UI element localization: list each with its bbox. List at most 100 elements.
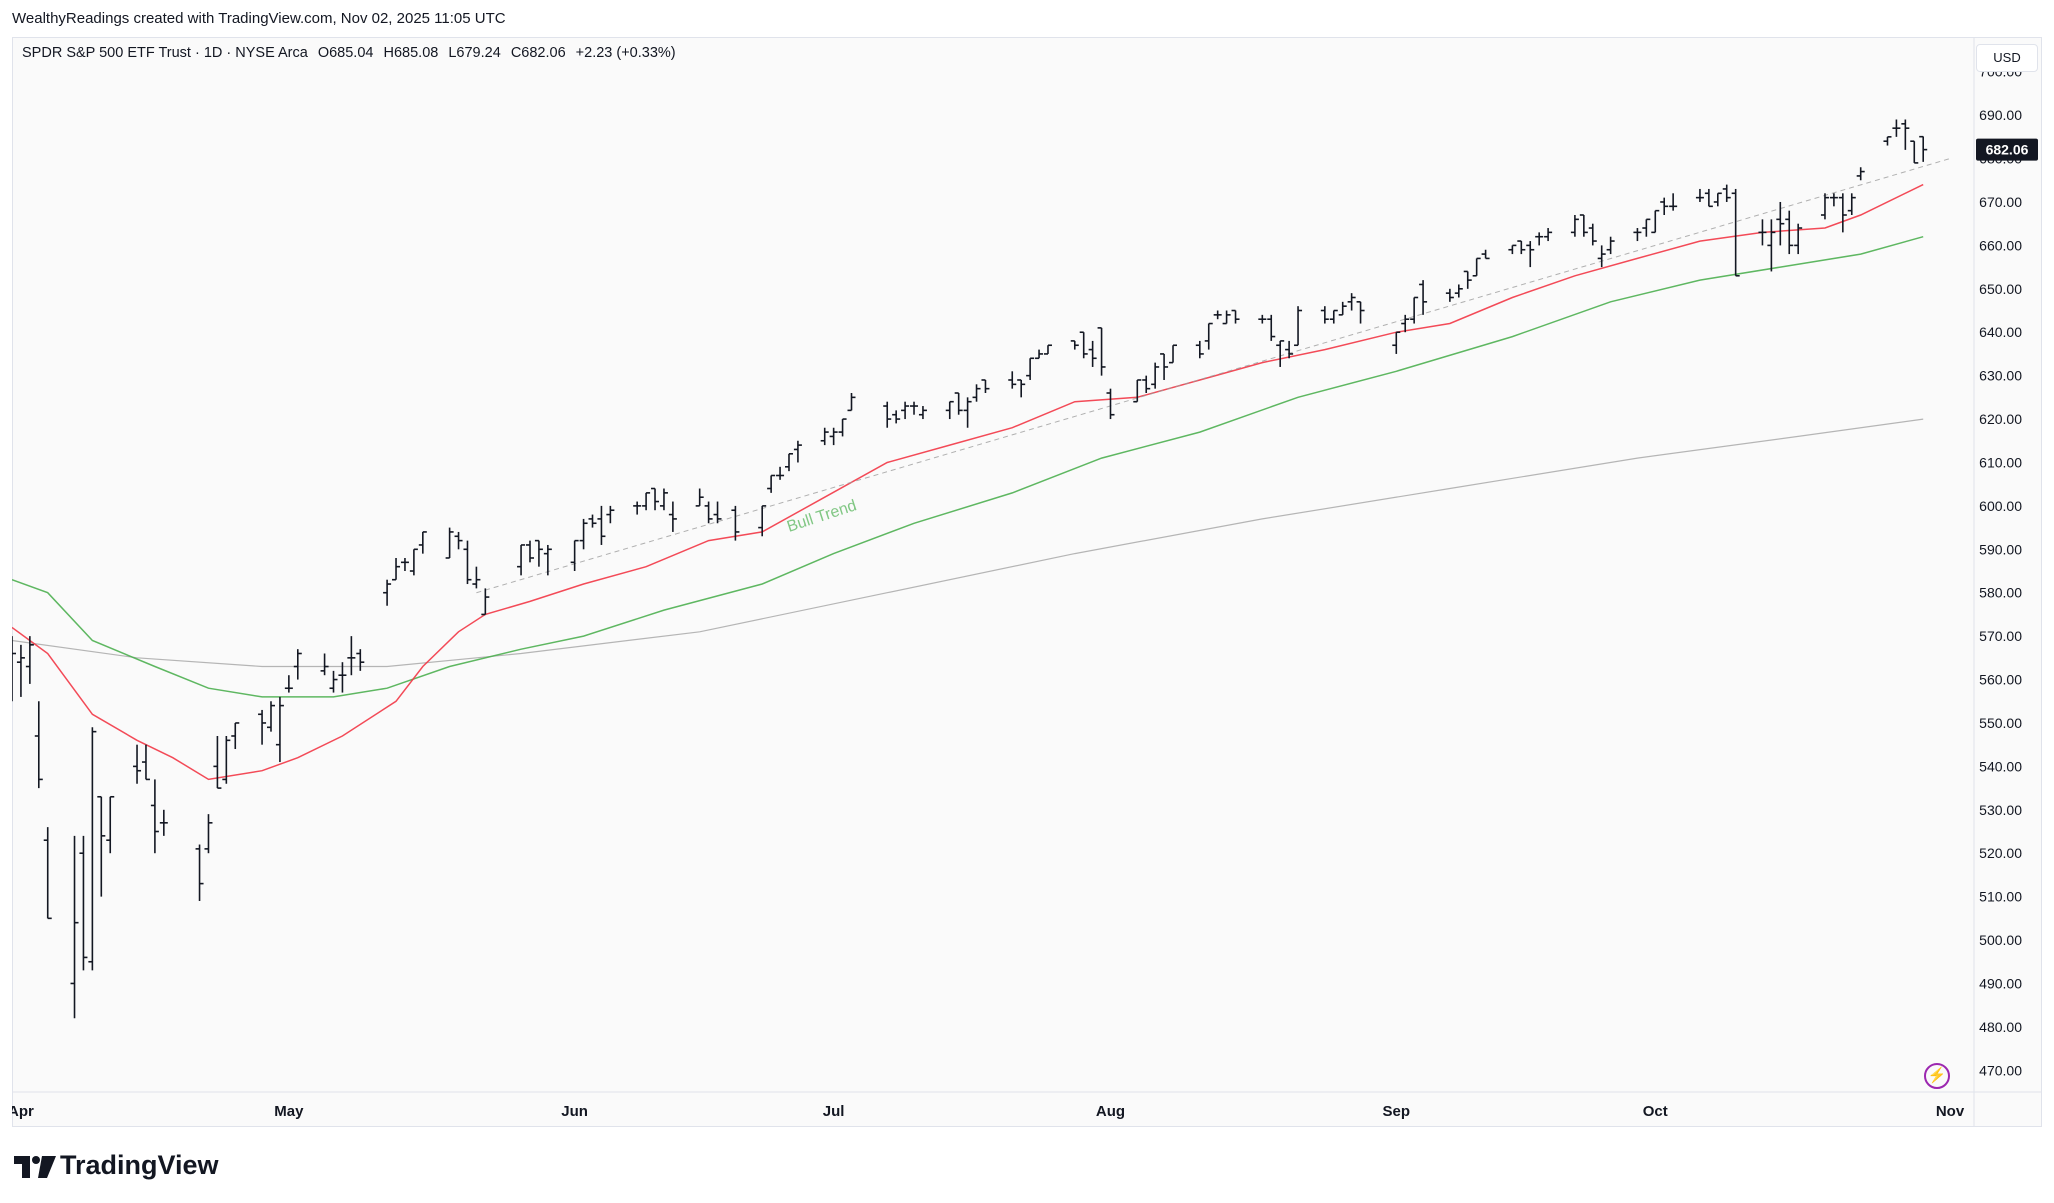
low-value: L679.24	[448, 45, 501, 61]
ohlc-bar	[159, 809, 168, 836]
moving-average-line	[12, 183, 1924, 781]
attribution-text: WealthyReadings created with TradingView…	[12, 10, 506, 27]
ohlc-bar	[258, 709, 267, 745]
ohlc-bar	[1633, 228, 1642, 242]
ohlc-bar	[1285, 340, 1294, 359]
tradingview-logo-icon	[14, 1156, 56, 1178]
ohlc-bar	[972, 384, 981, 402]
ohlc-bar	[481, 588, 490, 616]
ohlc-bar	[1892, 119, 1901, 137]
currency-button[interactable]: USD	[1976, 44, 2038, 72]
y-tick-label: 670.00	[1979, 194, 2022, 210]
ohlc-bar	[1017, 379, 1026, 398]
ohlc-bar	[1472, 257, 1481, 277]
ohlc-bar	[1008, 371, 1017, 389]
ohlc-bar	[1338, 301, 1347, 316]
lightning-icon[interactable]: ⚡	[1924, 1063, 1950, 1089]
ohlc-bar	[1838, 193, 1847, 233]
ohlc-bar	[1847, 193, 1856, 216]
ohlc-bar	[1901, 119, 1910, 150]
ohlc-bar	[79, 835, 88, 971]
ohlc-bar	[204, 814, 213, 854]
ohlc-bar	[1526, 241, 1535, 268]
y-tick-label: 660.00	[1979, 237, 2022, 253]
ohlc-bar	[606, 505, 615, 524]
ohlc-bar	[231, 722, 240, 750]
last-price-label: 682.06	[1986, 142, 2029, 158]
ohlc-bar	[1535, 232, 1544, 246]
ohlc-bar	[1544, 228, 1553, 242]
ohlc-bar	[642, 492, 651, 511]
ohlc-bar	[1151, 362, 1160, 389]
x-tick-label: May	[274, 1103, 304, 1120]
ohlc-bar	[731, 505, 740, 541]
ohlc-bar	[1320, 306, 1329, 324]
y-tick-label: 530.00	[1979, 802, 2022, 818]
ohlc-bar	[918, 406, 927, 420]
ohlc-bar	[954, 392, 963, 415]
moving-average-line	[12, 418, 1924, 668]
ohlc-bar	[767, 474, 776, 493]
ohlc-bar	[1276, 340, 1285, 367]
ohlc-bar	[1829, 193, 1838, 207]
ohlc-bar	[1088, 340, 1097, 367]
ohlc-bar	[133, 744, 142, 784]
ohlc-bar	[1508, 244, 1517, 255]
y-tick-label: 490.00	[1979, 975, 2022, 991]
ohlc-bar	[525, 540, 534, 563]
ohlc-bar	[1195, 340, 1204, 359]
y-tick-label: 690.00	[1979, 107, 2022, 123]
price-chart[interactable]: Bull Trend 470.00 480.00 490.00 500.00 510.0…	[12, 37, 2042, 1127]
ohlc-bar	[1856, 167, 1865, 181]
ohlc-bar	[1454, 284, 1463, 298]
ohlc-bar	[579, 518, 588, 550]
ohlc-bar	[338, 662, 347, 693]
ohlc-bar	[838, 418, 847, 437]
ohlc-bar	[910, 401, 919, 415]
ohlc-bar	[820, 427, 829, 446]
high-value: H685.08	[383, 45, 439, 61]
ema-fast-layer	[12, 183, 1924, 781]
ohlc-bar	[1026, 357, 1035, 380]
ohlc-bar	[758, 505, 767, 537]
ohlc-bars-layer	[12, 119, 1928, 1019]
ohlc-bar	[1392, 331, 1401, 354]
ohlc-bar	[1231, 309, 1240, 324]
y-tick-label: 510.00	[1979, 889, 2022, 905]
ohlc-bar	[543, 544, 552, 576]
ohlc-bar	[1642, 218, 1651, 237]
chart-frame[interactable]	[12, 37, 2042, 1127]
y-tick-label: 610.00	[1979, 454, 2022, 470]
ohlc-bar	[16, 644, 25, 697]
y-tick-label: 640.00	[1979, 324, 2022, 340]
symbol-legend: SPDR S&P 500 ETF Trust · 1D · NYSE Arca …	[22, 45, 682, 61]
ohlc-bar	[1758, 219, 1767, 246]
ohlc-bar	[1517, 240, 1526, 255]
ohlc-bar	[1669, 193, 1678, 211]
ohlc-bar	[472, 566, 481, 589]
ohlc-bar	[570, 539, 579, 572]
open-value: O685.04	[317, 45, 374, 61]
ohlc-bar	[1169, 344, 1178, 364]
x-tick-label: Aug	[1096, 1103, 1125, 1120]
moving-average-line	[12, 235, 1924, 698]
y-tick-label: 630.00	[1979, 368, 2022, 384]
ohlc-bar	[409, 548, 418, 576]
ohlc-bar	[883, 401, 892, 428]
ohlc-bar	[1579, 214, 1588, 237]
ohlc-bar	[1419, 280, 1428, 315]
ohlc-bar	[901, 401, 910, 420]
ohlc-bar	[1722, 184, 1731, 202]
ohlc-bar	[1910, 140, 1919, 164]
ohlc-bar	[784, 452, 793, 472]
ohlc-bar	[1106, 388, 1115, 420]
ohlc-bar	[1222, 310, 1231, 325]
ohlc-bar	[1463, 270, 1472, 289]
ohlc-bar	[70, 835, 79, 1019]
brand-name: TradingView	[60, 1150, 219, 1180]
ohlc-bar	[1704, 188, 1713, 208]
x-tick-label: Nov	[1936, 1103, 1965, 1120]
ohlc-bar	[704, 501, 713, 524]
ohlc-bar	[213, 735, 222, 789]
ohlc-bar	[963, 397, 972, 428]
